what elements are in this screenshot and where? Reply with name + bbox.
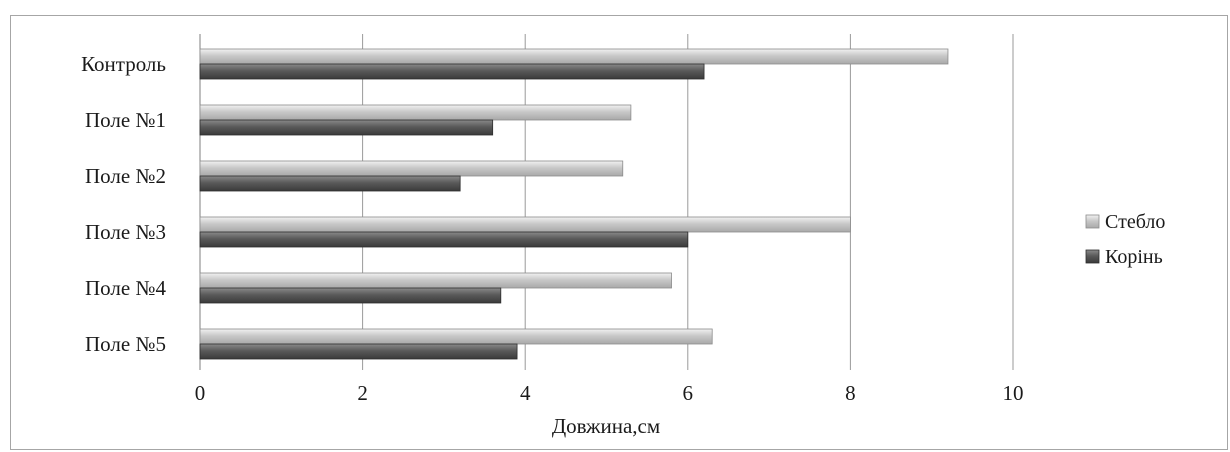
bar-stem-3 [199,160,624,177]
bar-root-3 [199,175,461,192]
bar-root-1 [199,63,705,80]
category-label: Поле №3 [85,220,166,244]
bar-stem-6 [199,328,713,345]
x-tick-label: 0 [195,381,206,405]
x-tick-label: 6 [683,381,694,405]
bar-root-2 [199,119,494,136]
grid-lines [199,34,1014,370]
legend-swatch-stem [1085,214,1100,229]
category-label: Поле №1 [85,108,166,132]
bar-stem-2 [199,104,632,121]
category-label: Контроль [81,52,166,76]
bar-root-5 [199,287,502,304]
legend-label-stem: Стебло [1105,211,1165,233]
legend-swatch-root [1085,249,1100,264]
bar-stem-4 [199,216,851,233]
bar-stem-1 [199,48,949,65]
category-label: Поле №4 [85,276,166,300]
x-tick-label: 4 [520,381,531,405]
x-tick-label: 8 [845,381,856,405]
bars [199,48,949,360]
bar-stem-5 [199,272,672,289]
legend-label-root: Корінь [1105,246,1163,268]
category-label: Поле №5 [85,332,166,356]
x-axis-title: Довжина,см [552,414,660,438]
category-labels: Контроль Поле №1 Поле №2 Поле №3 Поле №4 Поле… [81,52,166,356]
bar-root-4 [199,231,689,248]
category-label: Поле №2 [85,164,166,188]
x-tick-labels: 0 2 4 6 8 10 [195,381,1024,405]
legend: Стебло Корінь [1085,211,1165,268]
bar-root-6 [199,343,518,360]
x-tick-label: 2 [357,381,368,405]
x-tick-label: 10 [1003,381,1024,405]
